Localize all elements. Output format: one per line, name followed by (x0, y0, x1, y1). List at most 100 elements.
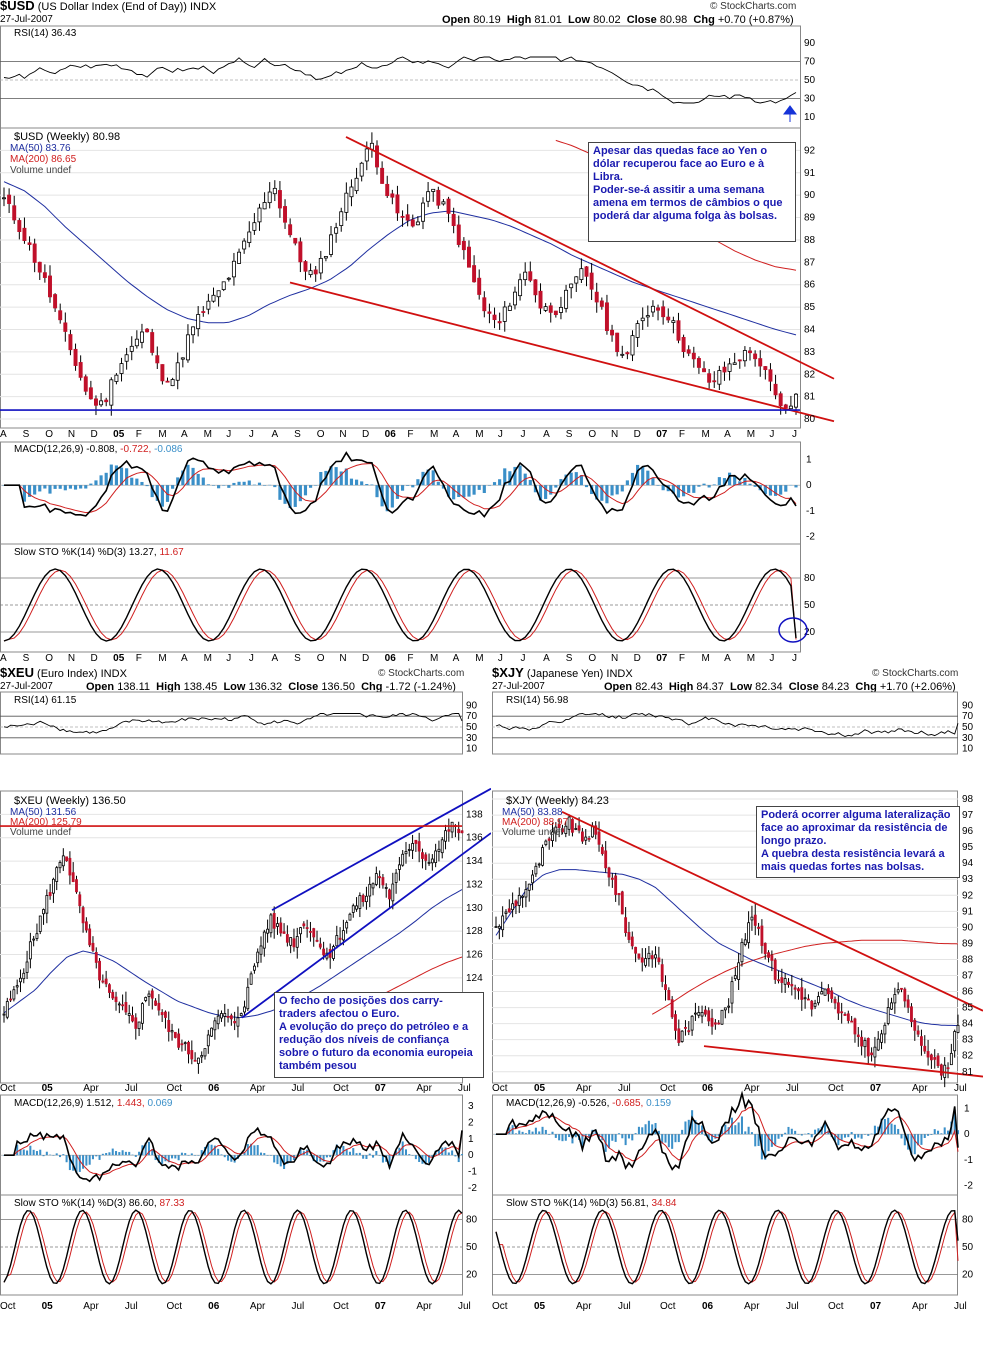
xeu-sto-tick: 20 (466, 1270, 478, 1281)
usd-macd-hist-bar (135, 478, 139, 486)
usd-macd-hist-bar (242, 481, 246, 486)
usd-macd-hist-bar (298, 485, 302, 502)
usd-x-tick: M (475, 429, 483, 440)
xeu-candle (32, 938, 36, 941)
xjy-macd-hist-bar (727, 1127, 730, 1135)
xjy-candle (833, 998, 837, 1004)
xjy-macd-hist-bar (880, 1118, 883, 1135)
xjy-macd-hist-bar (883, 1118, 886, 1135)
xjy-candle (697, 1012, 701, 1016)
xjy-candle (780, 977, 784, 983)
usd-candle (165, 380, 170, 383)
usd-price-tick: 86 (804, 280, 816, 291)
usd-macd-hist-bar (319, 471, 323, 486)
usd-macd-hist-bar (38, 485, 42, 492)
xjy-macd-hist-bar (641, 1127, 644, 1135)
xeu-candle (45, 895, 49, 914)
xeu-macd-hist-bar (223, 1155, 226, 1158)
xjy-candle (657, 957, 661, 963)
usd-x-tick: M (158, 429, 166, 440)
xeu-macd-hist-bar (22, 1149, 25, 1156)
xeu-x-tick: Jul (125, 1301, 138, 1312)
xjy-macd-hist-bar (847, 1134, 850, 1138)
xeu-x-tick: Apr (83, 1301, 99, 1312)
xjy-x-tick: Oct (828, 1301, 844, 1312)
xjy-candle (507, 908, 511, 913)
xjy-macd-hist-bar (568, 1134, 571, 1138)
xeu-macd-hist-bar (220, 1154, 223, 1156)
xjy-macd-hist-bar (940, 1133, 943, 1135)
usd-candle (451, 213, 456, 226)
xjy-macd-hist-bar (770, 1134, 773, 1147)
usd-macd-hist-bar (559, 479, 563, 486)
usd-candle (308, 270, 313, 276)
usd-macd-hist-bar (89, 483, 93, 486)
xeu-macd-hist-bar (161, 1155, 164, 1164)
usd-x-tick: O (317, 429, 325, 440)
xjy-candle (763, 942, 767, 955)
usd-candle (696, 358, 701, 368)
xjy-macd-hist-bar (621, 1134, 624, 1139)
xjy-annotation: Poderá ocorrer alguma lateralização face… (756, 806, 960, 878)
xjy-price-tick: 98 (962, 794, 974, 805)
usd-x-tick: S (23, 653, 30, 664)
xeu-candle (58, 862, 62, 869)
xjy-candle (730, 981, 734, 1004)
xjy-macd-hist-bar (661, 1134, 664, 1144)
xjy-price-tick: 89 (962, 938, 974, 949)
usd-macd-hist-bar (360, 481, 364, 486)
usd-candle (768, 369, 773, 382)
xjy-macd-hist-bar (943, 1127, 946, 1135)
usd-macd-hist-bar (329, 466, 333, 486)
usd-macd-label: MACD(12,26,9) -0.808, -0.722, -0.086 (14, 444, 183, 455)
xeu-macd-hist-bar (68, 1155, 71, 1171)
usd-desc: (US Dollar Index (End of Day)) (37, 1, 187, 13)
usd-sto-tick: 20 (804, 627, 816, 638)
usd-x-tick: 06 (385, 429, 397, 440)
xeu-annotation: O fecho de posições dos carry-traders af… (274, 992, 484, 1078)
xjy-x-tick: Apr (744, 1083, 760, 1094)
xeu-macd-hist-bar (424, 1155, 427, 1165)
xeu-candle (78, 894, 82, 907)
usd-macd-hist-bar (27, 485, 32, 497)
xeu-x-tick: Apr (250, 1301, 266, 1312)
usd-candle (742, 350, 747, 362)
xeu-macd-hist-bar (299, 1148, 302, 1156)
xjy-candle (840, 1011, 844, 1014)
xeu-candle (444, 830, 447, 842)
xeu-candle (154, 1000, 157, 1006)
usd-candle (625, 352, 630, 355)
xeu-macd-hist-bar (62, 1154, 65, 1156)
xeu-candle (450, 821, 454, 833)
xeu-macd-hist-bar (246, 1144, 249, 1156)
usd-macd-hist-bar (646, 470, 650, 486)
xjy-candle (577, 825, 581, 831)
xjy-price-label: $XJY (Weekly) 84.23 (506, 795, 609, 807)
xeu-ma50-line (3, 889, 463, 1019)
xeu-rsi-tick: 90 (466, 700, 478, 711)
usd-x-tick: N (339, 653, 346, 664)
xeu-rsi-tick: 50 (466, 722, 478, 733)
xeu-candle (55, 867, 59, 882)
xeu-macd-hist-bar (151, 1149, 154, 1156)
xeu-candle (81, 907, 85, 924)
usd-candle (380, 167, 385, 184)
usd-candle (354, 177, 359, 192)
usd-macd-hist-bar (349, 478, 354, 486)
usd-macd-hist-bar (191, 467, 195, 486)
xeu-macd-hist-bar (39, 1149, 42, 1156)
usd-candle (252, 222, 257, 231)
usd-rsi-tick: 50 (804, 75, 816, 86)
usd-macd-hist-bar (625, 480, 629, 486)
xjy-macd-hist-bar (784, 1132, 787, 1135)
usd-symbol: $USD (0, 0, 35, 13)
xjy-macd-hist-bar (627, 1134, 630, 1139)
xjy-sto-tick: 50 (962, 1242, 974, 1253)
xeu-macd-hist-bar (134, 1155, 137, 1157)
xeu-candle (48, 892, 52, 897)
usd-macd-hist-bar (63, 485, 67, 491)
xeu-macd-hist-bar (171, 1155, 174, 1159)
usd-macd-hist-bar (247, 480, 251, 486)
usd-candle (155, 355, 160, 364)
usd-macd-hist-bar (43, 485, 47, 489)
